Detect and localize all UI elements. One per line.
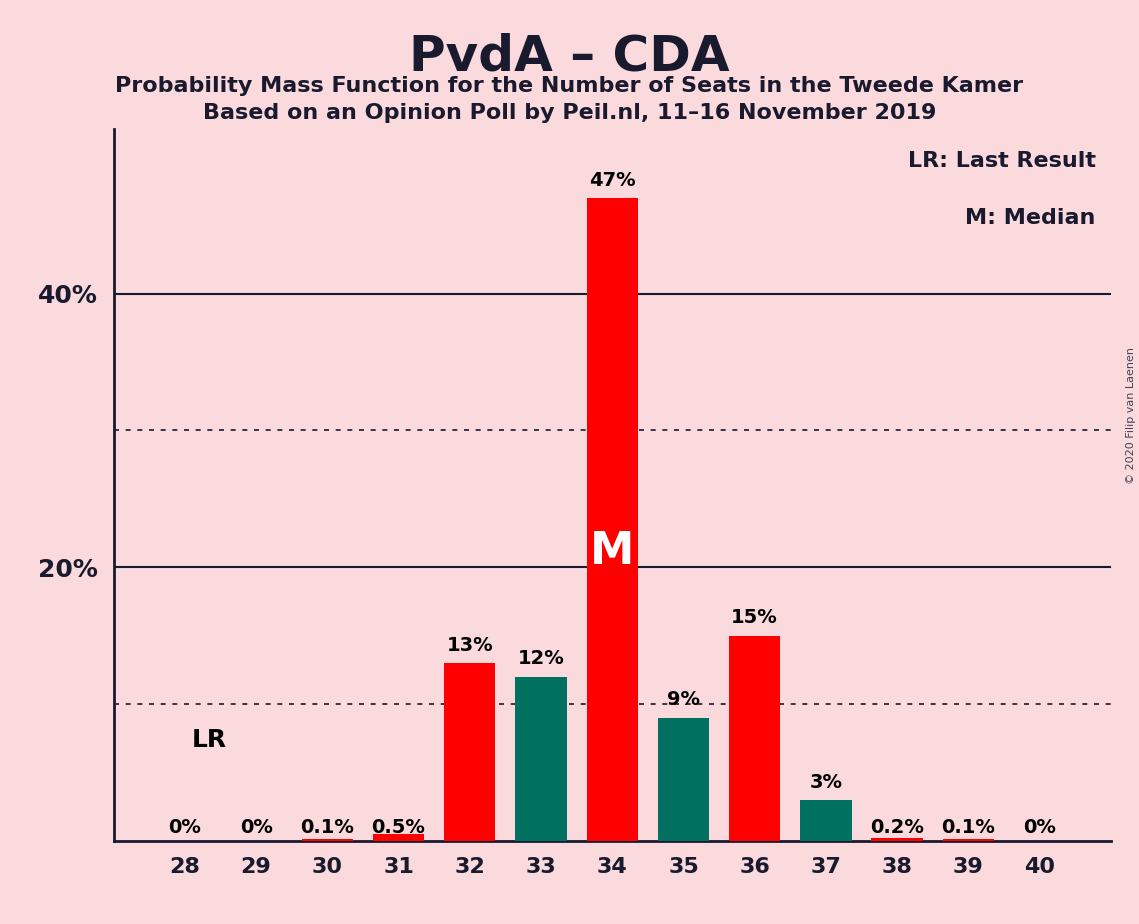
Text: 0.1%: 0.1%	[942, 818, 995, 837]
Text: 0.5%: 0.5%	[371, 818, 426, 837]
Bar	[871, 838, 923, 841]
Text: M: Median: M: Median	[965, 208, 1096, 227]
Bar	[587, 198, 638, 841]
Text: 0.2%: 0.2%	[870, 818, 924, 837]
Text: 9%: 9%	[667, 690, 700, 710]
Text: 0%: 0%	[1023, 818, 1056, 837]
Text: Probability Mass Function for the Number of Seats in the Tweede Kamer: Probability Mass Function for the Number…	[115, 76, 1024, 96]
Bar	[444, 663, 495, 841]
Text: LR: LR	[192, 728, 227, 752]
Text: 3%: 3%	[810, 772, 843, 792]
Bar	[302, 840, 353, 841]
Text: 47%: 47%	[589, 171, 636, 189]
Bar	[515, 676, 566, 841]
Text: 13%: 13%	[446, 636, 493, 655]
Text: 12%: 12%	[517, 650, 564, 668]
Bar	[658, 718, 710, 841]
Text: 15%: 15%	[731, 608, 778, 627]
Bar	[729, 636, 780, 841]
Text: © 2020 Filip van Laenen: © 2020 Filip van Laenen	[1126, 347, 1136, 484]
Text: 0%: 0%	[169, 818, 202, 837]
Bar	[943, 840, 994, 841]
Text: 0.1%: 0.1%	[301, 818, 354, 837]
Bar	[801, 800, 852, 841]
Text: M: M	[590, 530, 634, 573]
Text: Based on an Opinion Poll by Peil.nl, 11–16 November 2019: Based on an Opinion Poll by Peil.nl, 11–…	[203, 103, 936, 124]
Text: LR: Last Result: LR: Last Result	[908, 151, 1096, 171]
Text: 0%: 0%	[239, 818, 272, 837]
Text: PvdA – CDA: PvdA – CDA	[409, 32, 730, 80]
Bar	[372, 834, 424, 841]
